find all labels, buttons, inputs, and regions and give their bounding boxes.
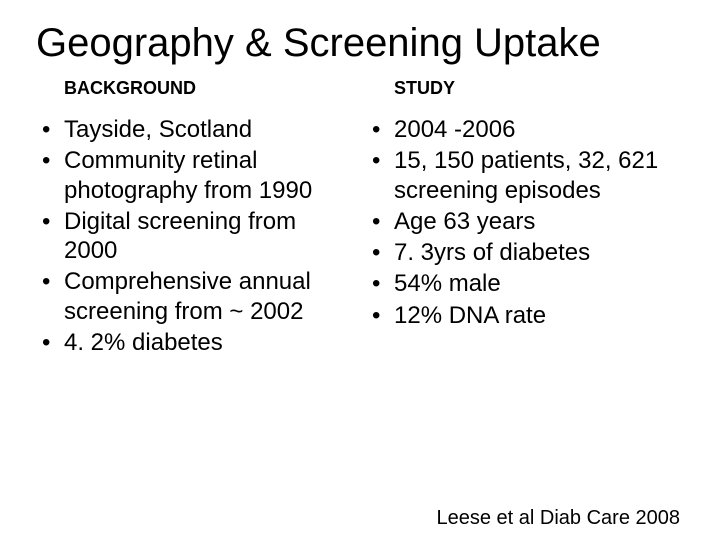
left-column: BACKGROUND Tayside, Scotland Community r… bbox=[36, 78, 354, 503]
list-item: Age 63 years bbox=[366, 207, 684, 236]
left-bullet-list: Tayside, Scotland Community retinal phot… bbox=[36, 115, 354, 359]
list-item: 7. 3yrs of diabetes bbox=[366, 238, 684, 267]
left-column-heading: BACKGROUND bbox=[64, 78, 354, 99]
citation: Leese et al Diab Care 2008 bbox=[36, 507, 680, 530]
list-item: 54% male bbox=[366, 269, 684, 298]
columns: BACKGROUND Tayside, Scotland Community r… bbox=[36, 78, 684, 503]
list-item: 12% DNA rate bbox=[366, 301, 684, 330]
right-column: STUDY 2004 -2006 15, 150 patients, 32, 6… bbox=[366, 78, 684, 503]
list-item: Community retinal photography from 1990 bbox=[36, 146, 354, 205]
slide-title: Geography & Screening Uptake bbox=[36, 22, 684, 64]
list-item: Digital screening from 2000 bbox=[36, 207, 354, 266]
right-bullet-list: 2004 -2006 15, 150 patients, 32, 621 scr… bbox=[366, 115, 684, 332]
slide: Geography & Screening Uptake BACKGROUND … bbox=[0, 0, 720, 540]
list-item: 15, 150 patients, 32, 621 screening epis… bbox=[366, 146, 684, 205]
list-item: 2004 -2006 bbox=[366, 115, 684, 144]
list-item: 4. 2% diabetes bbox=[36, 328, 354, 357]
list-item: Comprehensive annual screening from ~ 20… bbox=[36, 267, 354, 326]
right-column-heading: STUDY bbox=[394, 78, 684, 99]
list-item: Tayside, Scotland bbox=[36, 115, 354, 144]
